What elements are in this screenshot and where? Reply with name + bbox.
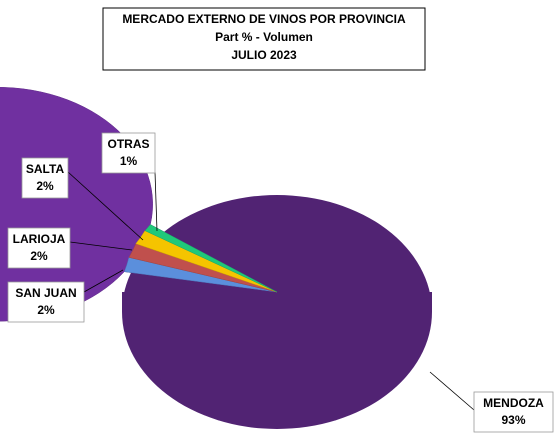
leader-line: [429, 371, 475, 411]
slice-value-label: 2%: [30, 249, 48, 263]
slice-value-label: 2%: [37, 303, 55, 317]
label-box: [7, 227, 71, 269]
leader-line: [154, 171, 158, 232]
slice-label: OTRAS: [108, 137, 150, 151]
slice-value-label: 2%: [36, 179, 54, 193]
pie-slice: [144, 224, 278, 293]
slice-value-label: 1%: [120, 154, 138, 168]
title-box: [102, 7, 426, 71]
slice-label: SALTA: [26, 162, 65, 176]
slice-label: SAN JUAN: [15, 286, 76, 300]
chart-subtitle: Part % - Volumen: [215, 30, 313, 44]
chart-period: JULIO 2023: [231, 48, 297, 62]
leader-line: [69, 241, 133, 251]
leader-line: [83, 269, 124, 293]
chart-title: MERCADO EXTERNO DE VINOS POR PROVINCIA: [122, 12, 406, 26]
label-box: [7, 281, 85, 323]
slice-label: LARIOJA: [13, 232, 66, 246]
label-box: [473, 391, 554, 433]
label-box: [101, 132, 156, 174]
pie-side: [122, 292, 432, 312]
leader-line: [67, 171, 144, 241]
label-box: [21, 157, 69, 199]
slice-value-label: 93%: [501, 413, 525, 427]
slice-label: MENDOZA: [483, 396, 544, 410]
